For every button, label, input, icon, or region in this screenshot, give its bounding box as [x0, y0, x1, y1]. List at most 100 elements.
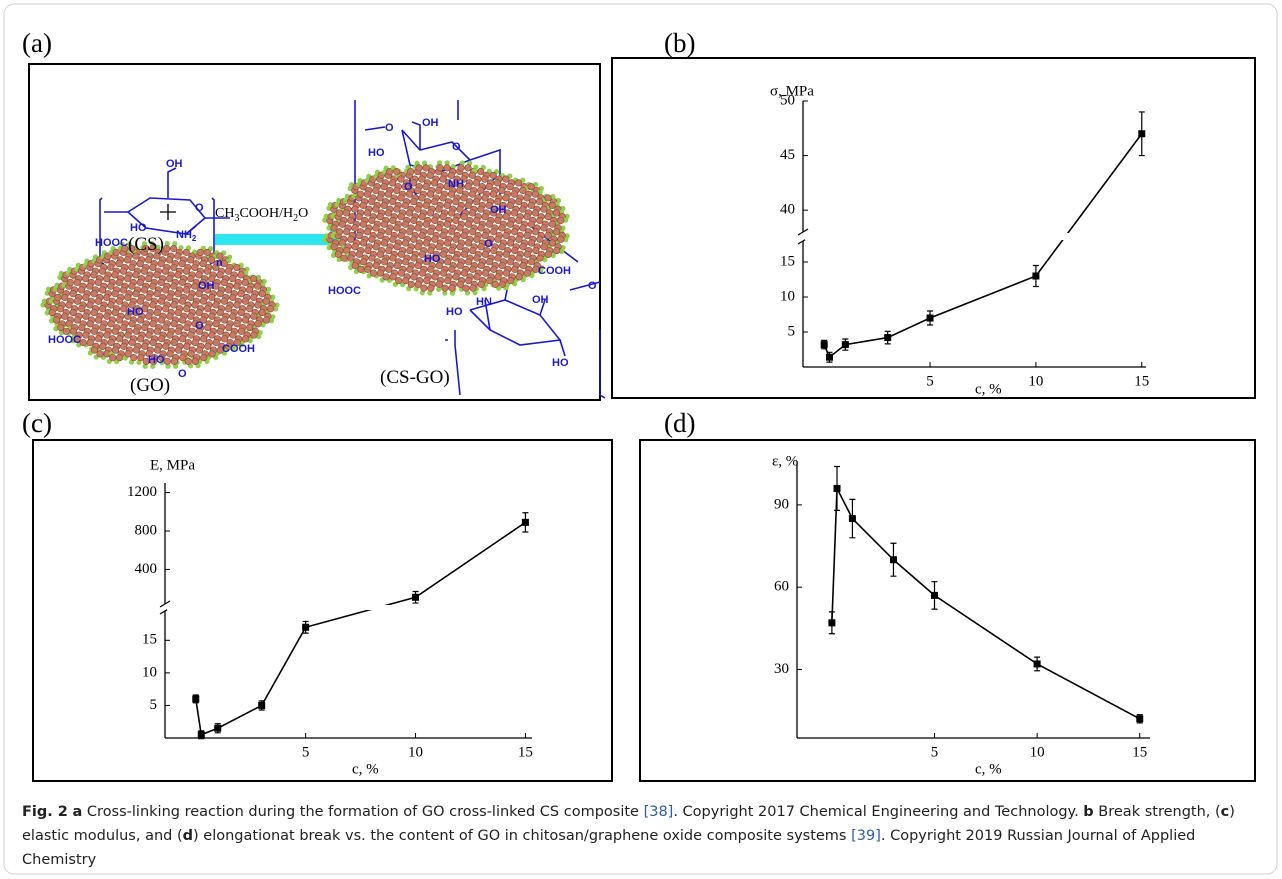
carbon-atom: [457, 164, 465, 172]
carbon-atom: [254, 301, 262, 309]
carbon-atom: [262, 316, 271, 324]
carbon-atom: [544, 213, 552, 221]
carbon-atom: [199, 278, 207, 287]
carbon-atom: [347, 254, 355, 262]
carbon-atom: [216, 327, 224, 335]
group-label: O: [195, 320, 204, 332]
reference-link[interactable]: [38]: [643, 804, 674, 820]
carbon-atom: [161, 267, 170, 275]
carbon-atom: [136, 278, 144, 287]
carbon-atom: [368, 198, 376, 206]
carbon-atom: [124, 293, 132, 302]
carbon-atom: [385, 265, 393, 273]
carbon-atom: [241, 335, 250, 343]
carbon-atom: [469, 265, 477, 273]
carbon-atom: [372, 261, 380, 270]
carbon-atom: [216, 271, 224, 279]
group-label: O: [484, 238, 493, 250]
carbon-atom: [393, 186, 401, 195]
carbon-atom: [427, 265, 435, 273]
group-label: HOOC: [328, 285, 361, 297]
carbon-atom: [486, 277, 494, 285]
carbon-atom: [548, 220, 556, 228]
carbon-atom: [415, 164, 423, 172]
x-tick-label: 5: [931, 744, 939, 760]
carbon-atom: [439, 250, 447, 258]
hydrogen-atom: [150, 363, 156, 369]
carbon-atom: [57, 323, 65, 332]
y-tick-label: 45: [780, 147, 795, 163]
carbon-atom: [267, 305, 275, 313]
carbon-atom: [443, 183, 451, 191]
carbon-atom: [422, 239, 431, 247]
carbon-atom: [410, 254, 418, 262]
carbon-atom: [162, 323, 170, 332]
carbon-atom: [372, 186, 380, 195]
carbon-atom: [186, 256, 195, 264]
hydrogen-atom: [61, 282, 67, 288]
figure-border: [3, 3, 1278, 875]
carbon-atom: [368, 235, 376, 243]
carbon-atom: [132, 327, 140, 335]
carbon-atom: [229, 331, 237, 339]
carbon-atom: [342, 209, 351, 217]
carbon-atom: [553, 228, 561, 236]
hydrogen-atom: [559, 248, 565, 255]
carbon-atom: [128, 338, 136, 347]
carbon-atom: [99, 305, 107, 313]
carbon-atom: [347, 235, 355, 243]
carbon-atom: [208, 312, 216, 320]
data-point: [884, 334, 892, 342]
carbon-atom: [82, 312, 90, 320]
group-label: HOOC: [48, 334, 81, 346]
carbon-atom: [469, 228, 477, 236]
carbon-atom: [376, 269, 385, 277]
carbon-atom: [368, 216, 376, 225]
carbon-atom: [489, 171, 497, 179]
group-label: OH: [490, 204, 507, 216]
carbon-atom: [109, 354, 117, 362]
group-label: HO: [446, 306, 463, 318]
carbon-atom: [435, 205, 443, 213]
hydrogen-atom: [327, 201, 333, 208]
carbon-atom: [208, 350, 216, 358]
carbon-atom: [439, 269, 448, 277]
reference-link[interactable]: [39]: [851, 828, 881, 844]
hydrogen-atom: [560, 245, 566, 251]
y-tick-label: 30: [774, 661, 789, 677]
x-axis-label: c, %: [352, 761, 379, 777]
carbon-atom: [233, 338, 241, 347]
carbon-atom: [183, 305, 191, 313]
carbon-atom: [254, 320, 262, 328]
carbon-atom: [439, 231, 447, 240]
hydrogen-atom: [44, 290, 50, 296]
carbon-atom: [62, 327, 70, 335]
caption-part: ) elongationat break vs. the content of …: [193, 828, 847, 844]
hydrogen-atom: [323, 213, 329, 219]
carbon-atom: [112, 248, 120, 256]
carbon-atom: [506, 239, 515, 247]
carbon-atom: [99, 342, 107, 350]
hydrogen-atom: [436, 160, 443, 166]
carbon-atom: [132, 252, 140, 260]
carbon-atom: [397, 213, 405, 221]
carbon-atom: [233, 282, 241, 290]
carbon-atom: [347, 216, 355, 225]
carbon-atom: [515, 235, 523, 243]
carbon-atom: [54, 293, 62, 302]
group-label: HO: [424, 253, 441, 265]
carbon-atom: [195, 327, 203, 335]
hydrogen-atom: [164, 241, 170, 247]
carbon-atom: [418, 250, 426, 258]
carbon-atom: [485, 183, 493, 191]
hydrogen-atom: [268, 318, 275, 324]
carbon-atom: [94, 278, 102, 287]
carbon-atom: [502, 250, 510, 258]
hydrogen-atom: [330, 213, 336, 219]
carbon-atom: [170, 245, 178, 253]
carbon-atom: [191, 338, 199, 347]
carbon-atom: [430, 179, 439, 187]
carbon-atom: [343, 228, 351, 236]
hydrogen-atom: [54, 282, 60, 288]
carbon-atom: [481, 175, 489, 183]
